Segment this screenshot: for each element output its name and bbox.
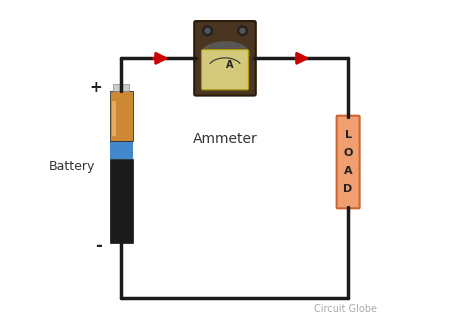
FancyBboxPatch shape (202, 50, 248, 90)
Text: A: A (226, 60, 234, 70)
Circle shape (202, 26, 212, 36)
Bar (110, 91, 133, 141)
Text: Ammeter: Ammeter (193, 132, 257, 146)
Text: O: O (343, 148, 353, 158)
Text: L: L (345, 130, 351, 140)
Bar (112, 101, 116, 136)
Circle shape (205, 29, 210, 33)
Text: +: + (89, 80, 102, 95)
Text: Circuit Globe: Circuit Globe (314, 304, 377, 314)
Bar (110, 159, 133, 243)
Text: Battery: Battery (49, 160, 95, 173)
Circle shape (238, 26, 248, 36)
Circle shape (240, 29, 245, 33)
Text: D: D (343, 184, 353, 194)
Bar (110, 141, 133, 159)
Text: -: - (95, 237, 102, 255)
Bar (113, 84, 129, 91)
FancyBboxPatch shape (194, 21, 256, 96)
FancyBboxPatch shape (337, 116, 360, 208)
Text: A: A (344, 166, 352, 176)
